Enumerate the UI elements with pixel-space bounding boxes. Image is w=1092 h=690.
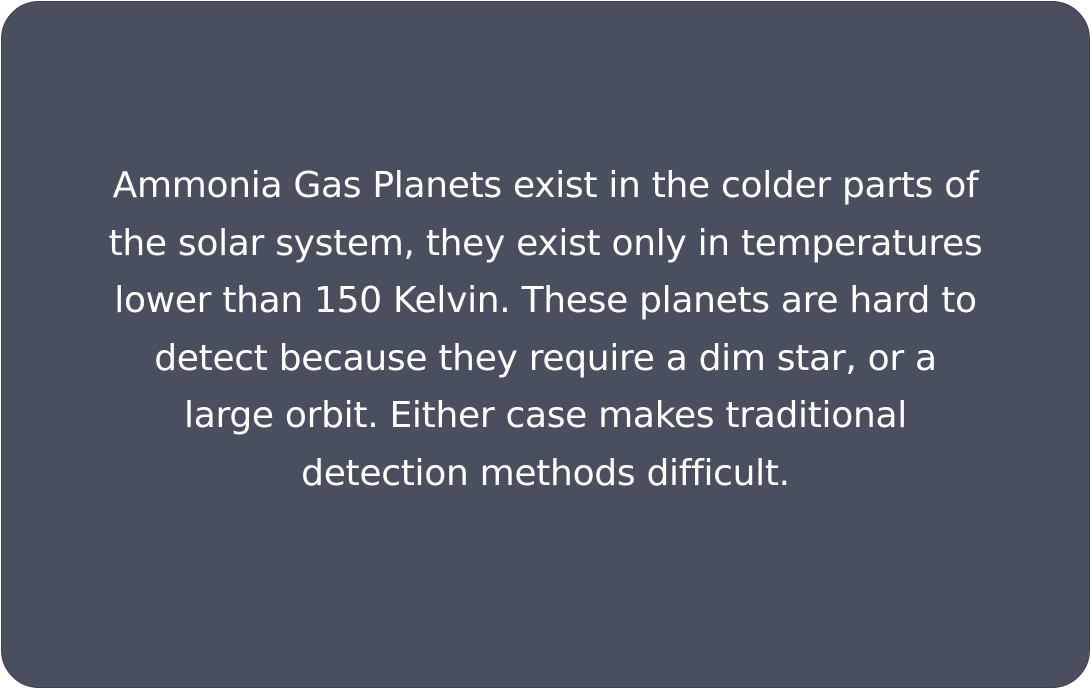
- card-body-text: Ammonia Gas Planets exist in the colder …: [108, 165, 983, 494]
